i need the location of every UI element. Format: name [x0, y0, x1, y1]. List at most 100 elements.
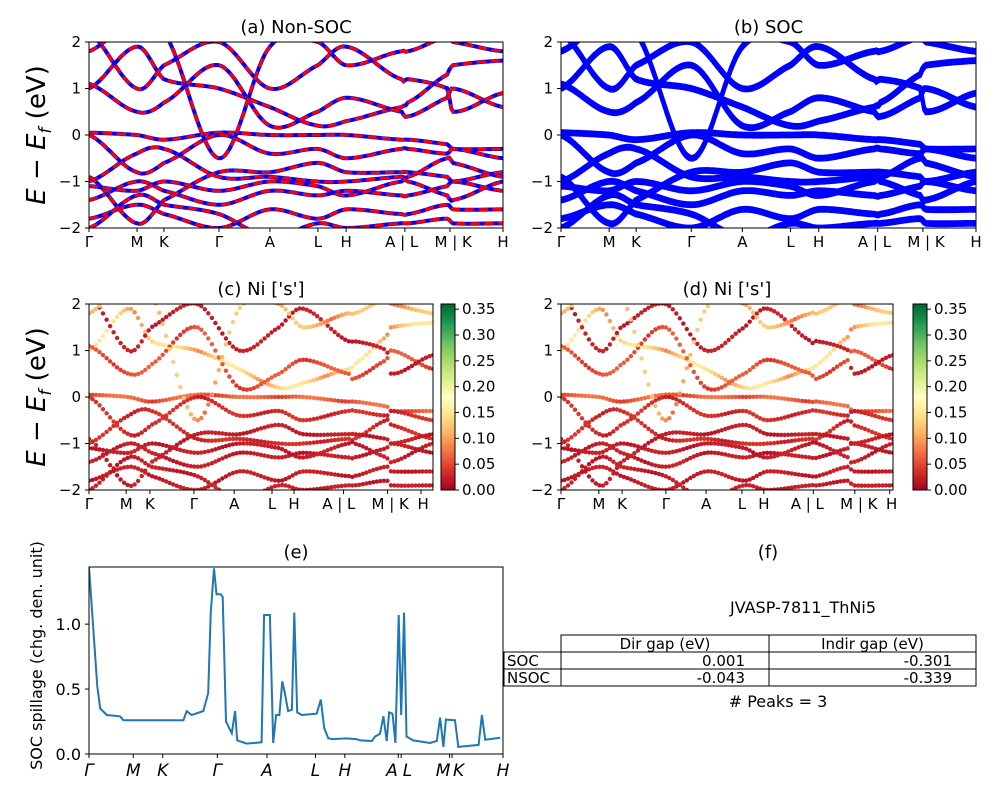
band-point	[392, 459, 397, 464]
band-point	[174, 442, 179, 448]
band-point	[297, 394, 302, 399]
band-point	[593, 442, 599, 447]
band-point	[796, 472, 801, 477]
band-point	[796, 484, 801, 489]
band-point	[322, 449, 327, 454]
band-point	[625, 411, 630, 416]
band-point	[873, 409, 878, 414]
band-point	[385, 356, 390, 361]
band-point	[586, 467, 592, 472]
band-point	[97, 435, 102, 440]
band-point	[143, 447, 148, 452]
band-point	[237, 436, 243, 442]
band-point	[423, 449, 429, 454]
band-point	[670, 438, 675, 443]
band-point	[392, 324, 397, 329]
band-point	[283, 454, 288, 459]
band-panel-b	[557, 41, 977, 232]
band-point	[388, 371, 394, 376]
band-point	[611, 407, 616, 412]
colorbar-tick-label: 0.15	[462, 404, 495, 422]
band-point	[269, 423, 274, 428]
band-point	[258, 382, 264, 387]
band-point	[185, 463, 190, 468]
band-point	[290, 316, 295, 321]
band-point	[104, 451, 109, 456]
band-point	[733, 485, 738, 490]
band-point	[786, 485, 791, 490]
band-point	[565, 437, 571, 442]
band-point	[632, 478, 637, 484]
band-point	[751, 450, 756, 455]
band-point	[350, 483, 355, 488]
band-point	[423, 443, 429, 448]
band-point	[600, 307, 606, 313]
band-point	[866, 366, 871, 371]
band-point	[164, 416, 169, 421]
band-point	[357, 309, 362, 314]
band-point	[632, 397, 637, 403]
band-point	[269, 409, 274, 414]
band-point	[416, 408, 422, 414]
band-point	[719, 438, 724, 443]
band-point	[817, 310, 822, 315]
band-point	[618, 473, 623, 478]
band-point	[234, 451, 239, 456]
band-point	[618, 423, 623, 428]
band-point	[220, 444, 225, 450]
band-line	[561, 61, 976, 129]
band-point	[876, 447, 882, 452]
band-point	[286, 484, 292, 489]
band-point	[367, 342, 372, 347]
band-point	[751, 385, 756, 391]
band-point	[705, 386, 710, 391]
band-point	[181, 304, 186, 308]
band-point	[726, 453, 731, 458]
band-point	[251, 471, 257, 476]
band-point	[430, 432, 433, 437]
x-tick-label: K	[145, 495, 156, 513]
band-point	[834, 423, 840, 429]
band-point	[381, 446, 387, 452]
band-point	[730, 378, 735, 383]
band-point	[852, 408, 857, 414]
band-point	[346, 455, 351, 460]
band-point	[869, 445, 875, 450]
band-point	[765, 380, 770, 386]
band-point	[883, 433, 889, 438]
band-point	[171, 482, 176, 487]
band-point	[744, 455, 749, 460]
band-point	[813, 408, 819, 413]
band-point	[367, 480, 372, 485]
band-point	[765, 394, 770, 400]
band-line-overlay	[89, 145, 503, 184]
panel-title: (f)	[758, 542, 778, 563]
band-point	[713, 496, 717, 500]
band-point	[873, 469, 878, 474]
band-point	[413, 409, 418, 414]
band-point	[667, 437, 672, 443]
band-point	[135, 315, 141, 321]
band-point	[132, 454, 137, 460]
band-point	[234, 347, 239, 352]
plot-area	[89, 42, 503, 228]
band-point	[364, 481, 369, 486]
band-point	[845, 334, 850, 340]
band-point	[890, 436, 893, 442]
band-point	[625, 357, 630, 362]
band-point	[258, 339, 264, 344]
band-point	[813, 311, 819, 316]
band-point	[792, 327, 798, 332]
band-point	[202, 395, 207, 401]
band-point	[357, 339, 362, 345]
band-point	[646, 395, 651, 400]
band-point	[171, 458, 176, 464]
band-point	[597, 483, 602, 488]
band-point	[597, 371, 602, 376]
band-point	[754, 452, 759, 457]
band-point	[157, 398, 162, 404]
band-point	[293, 471, 299, 476]
band-point	[684, 326, 689, 332]
band-point	[733, 394, 738, 400]
band-point	[628, 413, 634, 418]
